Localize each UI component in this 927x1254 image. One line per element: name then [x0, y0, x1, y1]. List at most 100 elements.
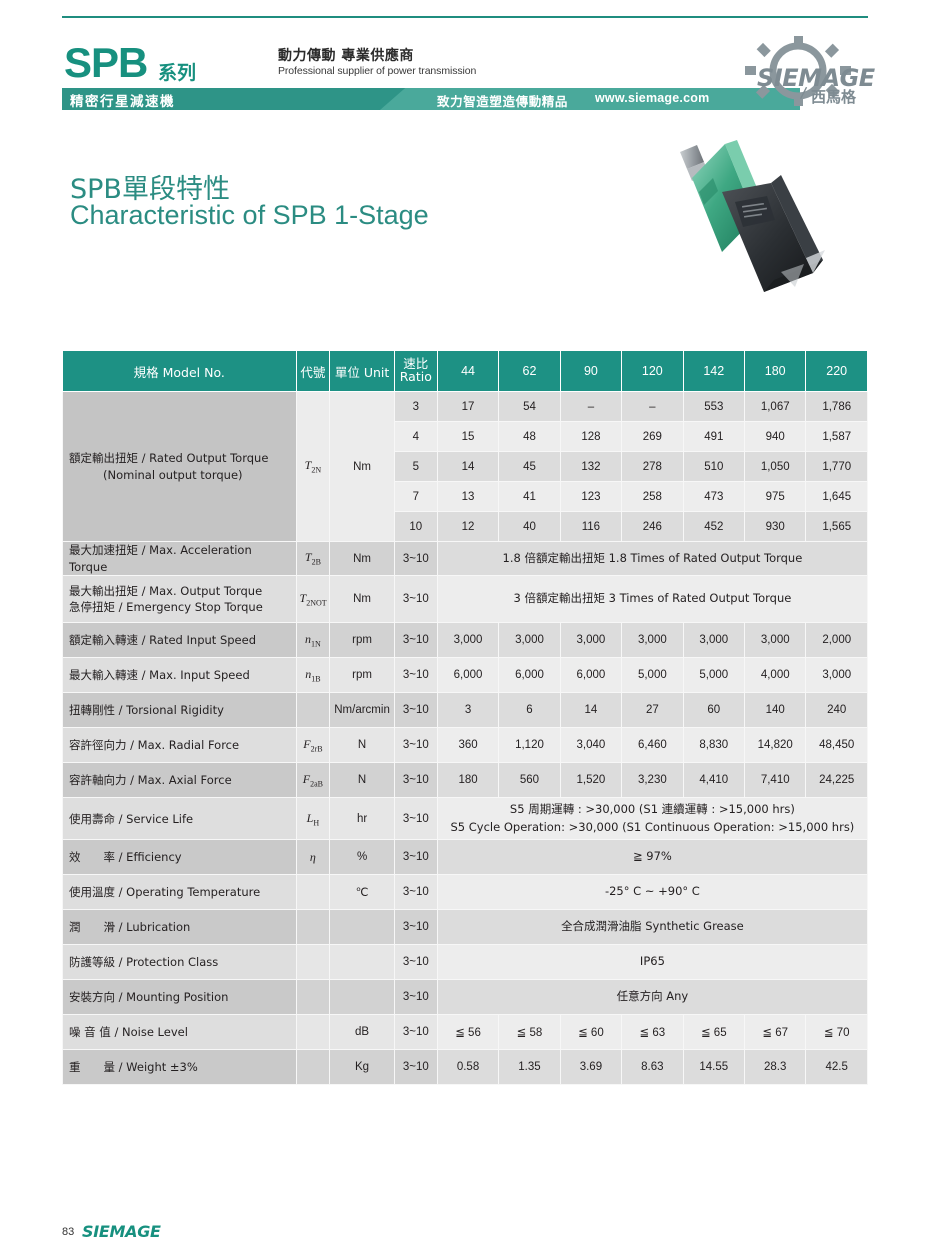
value-cell: 7,410 [743, 762, 807, 799]
value-cell: ≦ 60 [559, 1014, 623, 1051]
value-cell: 15 [436, 421, 500, 452]
value-cell: 6,000 [498, 657, 561, 694]
row-unit: ℃ [329, 874, 395, 911]
ratio-cell: 3~10 [393, 797, 438, 841]
ratio-cell: 10 [393, 511, 438, 542]
table-row-rated-torque-3: 額定輸出扭矩 / Rated Output Torque (Nominal ou… [62, 391, 868, 542]
row-label-max-output-torque: 最大輸出扭矩 / Max. Output Torque 急停扭矩 / Emerg… [62, 575, 297, 624]
value-cell: 28.3 [743, 1049, 807, 1086]
row-label-weight: 重 量 / Weight ±3% [62, 1049, 297, 1086]
value-cell: 3 [436, 692, 500, 729]
ratio-cell: 3~10 [393, 979, 438, 1016]
ratio-cell: 4 [393, 421, 438, 452]
row-label-service-life: 使用壽命 / Service Life [62, 797, 297, 841]
table-row-efficiency: 效 率 / Efficiency η % 3~10 ≧ 97% [62, 839, 869, 876]
value-cell: 975 [743, 481, 807, 512]
value-cell: 258 [621, 481, 684, 512]
value-cell: 40 [498, 511, 561, 542]
row-label-secondary: (Nominal output torque) [103, 467, 243, 482]
value-cell: 6 [498, 692, 561, 729]
code-subscript: 2aB [310, 779, 324, 789]
value-cell: 1,645 [805, 481, 868, 512]
ratio-cell: 3~10 [393, 692, 438, 729]
row-code: LH [295, 797, 331, 841]
value-cell: 8,830 [682, 727, 746, 764]
service-life-line1: S5 周期運轉 : >30,000 (S1 連續運轉 : >15,000 hrs… [509, 802, 795, 817]
value-cell: 246 [621, 511, 684, 542]
tagline-chinese: 動力傳動 專業供應商 [278, 48, 414, 64]
value-cell: 930 [743, 511, 807, 542]
series-label: 系列 [158, 62, 197, 84]
row-unit: Nm [329, 540, 395, 577]
value-cell: 473 [682, 481, 746, 512]
row-label-noise-level: 噪 音 值 / Noise Level [62, 1014, 297, 1051]
row-code [295, 979, 331, 1016]
value-cell: 128 [559, 421, 623, 452]
ratio-cell: 3~10 [393, 909, 438, 946]
row-unit: rpm [329, 657, 395, 694]
value-cell: ≦ 63 [621, 1014, 684, 1051]
value-cell: 553 [682, 391, 746, 422]
spanned-value-cell: 1.8 倍額定輸出扭矩 1.8 Times of Rated Output To… [436, 540, 869, 577]
row-label-line2: 急停扭矩 / Emergency Stop Torque [69, 600, 263, 615]
header-model-180: 180 [743, 350, 807, 392]
row-label-lubrication: 潤 滑 / Lubrication [62, 909, 297, 946]
code-symbol: n [305, 632, 311, 647]
value-cell: 14 [436, 451, 500, 482]
header-model-120: 120 [621, 350, 684, 392]
value-cell: ≦ 56 [436, 1014, 500, 1051]
table-row-rated-torque-7: 7 13 41 123 258 473 975 1,645 [63, 481, 868, 512]
code-symbol: n [305, 667, 312, 682]
row-unit: dB [329, 1014, 395, 1051]
row-label-line1: 最大輸出扭矩 / Max. Output Torque [69, 583, 263, 598]
value-cell: 48,450 [805, 727, 868, 764]
value-cell: 510 [682, 451, 746, 482]
value-cell: 6,000 [559, 657, 623, 694]
row-unit [329, 909, 395, 946]
value-cell: 3,000 [682, 622, 746, 659]
row-label-torsional-rigidity: 扭轉剛性 / Torsional Rigidity [62, 692, 297, 729]
band-dark-segment [62, 88, 462, 110]
value-cell: 1,067 [743, 391, 807, 422]
value-cell: ≦ 58 [498, 1014, 561, 1051]
table-row-max-output-torque: 最大輸出扭矩 / Max. Output Torque 急停扭矩 / Emerg… [62, 575, 869, 624]
ratio-cell: 3~10 [393, 762, 438, 799]
row-unit: rpm [329, 622, 395, 659]
value-cell: 1,120 [498, 727, 561, 764]
row-unit: Kg [329, 1049, 395, 1086]
page-title-english: Characteristic of SPB 1-Stage [70, 200, 429, 230]
value-cell: 3,000 [559, 622, 623, 659]
spanned-value-cell: ≧ 97% [436, 839, 869, 876]
header-model-no: 規格 Model No. [62, 350, 297, 392]
table-row-torsional-rigidity: 扭轉剛性 / Torsional Rigidity Nm/arcmin 3~10… [62, 692, 868, 729]
table-row-protection-class: 防護等級 / Protection Class 3~10 IP65 [62, 944, 869, 981]
row-code [295, 874, 331, 911]
row-code: F2rB [295, 727, 331, 764]
row-unit [329, 944, 395, 981]
value-cell: 5,000 [621, 657, 684, 694]
value-cell: 1,587 [805, 421, 868, 452]
table-row-noise-level: 噪 音 值 / Noise Level dB 3~10 ≦ 56 ≦ 58 ≦ … [62, 1014, 868, 1051]
table-row-mounting-position: 安裝方向 / Mounting Position 3~10 任意方向 Any [62, 979, 869, 1016]
ratio-cell: 5 [393, 451, 438, 482]
value-cell: 3,000 [436, 622, 500, 659]
band-light-segment [380, 88, 800, 110]
row-label-protection-class: 防護等級 / Protection Class [62, 944, 297, 981]
table-row-max-input-speed: 最大輸入轉速 / Max. Input Speed n1B rpm 3~10 6… [62, 657, 868, 694]
value-cell: 14.55 [682, 1049, 746, 1086]
code-subscript: 2NOT [306, 598, 327, 608]
value-cell: 940 [743, 421, 807, 452]
value-cell: 360 [436, 727, 500, 764]
ratio-cell: 3~10 [393, 839, 438, 876]
siemage-chinese-name: 西馬格 [811, 88, 857, 106]
spanned-value-cell: 任意方向 Any [436, 979, 869, 1016]
ratio-cell: 3~10 [393, 540, 438, 577]
value-cell: 5,000 [682, 657, 746, 694]
row-label-main: 額定輸出扭矩 / Rated Output Torque [69, 450, 269, 465]
value-cell: 27 [621, 692, 684, 729]
website-link[interactable]: www.siemage.com [595, 91, 710, 105]
value-cell: ≦ 67 [743, 1014, 807, 1051]
value-cell: 3,000 [805, 657, 868, 694]
value-cell: 278 [621, 451, 684, 482]
